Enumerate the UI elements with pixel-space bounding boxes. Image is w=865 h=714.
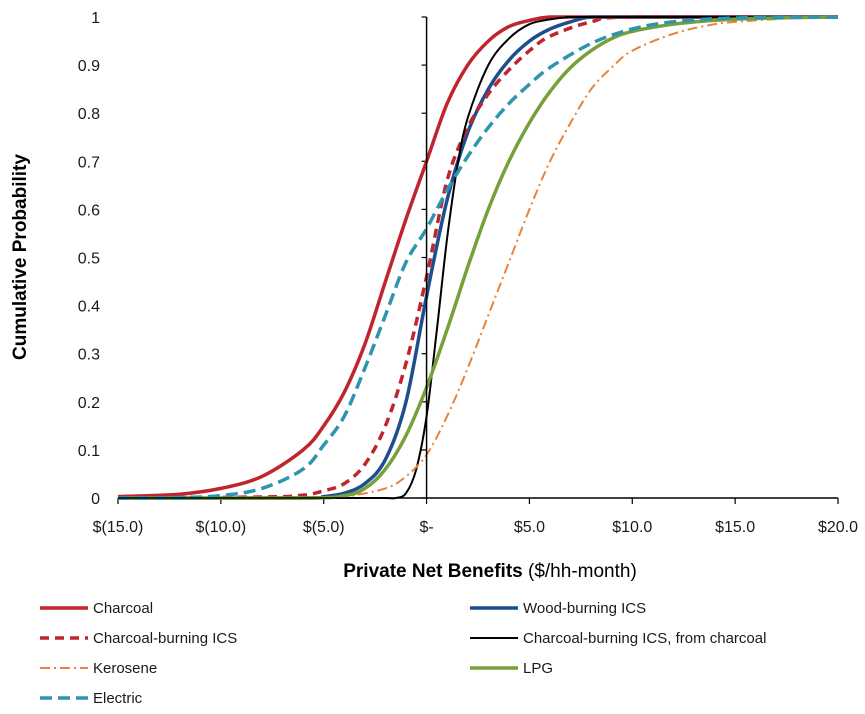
x-axis-ticks: $(15.0) $(10.0) $(5.0) $- $5.0 $10.0 $15.0 $20.… <box>93 498 858 536</box>
series-line-3 <box>118 15 838 500</box>
y-tick-label: 0.6 <box>78 202 100 219</box>
legend: Charcoal Wood-burning ICS Charcoal-burning… <box>40 600 766 707</box>
legend-item: Charcoal <box>40 600 153 617</box>
legend-item: Charcoal-burning ICS, from charcoal <box>470 630 766 647</box>
legend-label: Electric <box>93 690 143 707</box>
series-lines <box>117 15 839 500</box>
series-line-2 <box>117 15 838 500</box>
legend-label: Charcoal-burning ICS <box>93 630 237 647</box>
y-tick-label: 0.4 <box>78 299 100 316</box>
legend-label: Kerosene <box>93 660 157 677</box>
series-line-5 <box>117 15 839 500</box>
x-tick-label: $20.0 <box>818 519 858 536</box>
x-tick-label: $(10.0) <box>196 519 247 536</box>
x-tick-label: $10.0 <box>612 519 652 536</box>
legend-item: Charcoal-burning ICS <box>40 630 237 647</box>
x-tick-label: $5.0 <box>514 519 545 536</box>
y-tick-label: 0.3 <box>78 347 100 364</box>
y-tick-label: 1 <box>91 10 100 27</box>
legend-item: LPG <box>470 660 553 677</box>
y-tick-label: 0.5 <box>78 251 100 268</box>
y-axis-title: Cumulative Probability <box>10 154 31 360</box>
legend-item: Wood-burning ICS <box>470 600 646 617</box>
legend-label: Wood-burning ICS <box>523 600 646 617</box>
legend-item: Kerosene <box>40 660 157 677</box>
x-tick-label: $(15.0) <box>93 519 144 536</box>
legend-label: LPG <box>523 660 553 677</box>
y-tick-label: 0.9 <box>78 58 100 75</box>
y-tick-label: 0 <box>91 491 100 508</box>
x-tick-label: $(5.0) <box>303 519 345 536</box>
y-tick-label: 0.2 <box>78 395 100 412</box>
x-axis-title-bold: Private Net Benefits <box>343 561 523 582</box>
y-tick-label: 0.8 <box>78 106 100 123</box>
legend-label: Charcoal-burning ICS, from charcoal <box>523 630 766 647</box>
legend-label: Charcoal <box>93 600 153 617</box>
x-axis-title-units: ($/hh-month) <box>523 561 637 582</box>
series-line-4 <box>117 16 839 500</box>
series-line-6 <box>117 15 839 500</box>
y-axis-ticks: 0 0.1 0.2 0.3 0.4 0.5 0.6 0.7 0.8 0.9 1 <box>78 10 427 508</box>
x-axis-title: Private Net Benefits ($/hh-month) <box>343 561 637 582</box>
y-tick-label: 0.1 <box>78 443 100 460</box>
x-tick-label: $15.0 <box>715 519 755 536</box>
x-tick-label: $- <box>419 519 433 536</box>
series-line-0 <box>117 15 838 499</box>
y-tick-label: 0.7 <box>78 154 100 171</box>
legend-item: Electric <box>40 690 143 707</box>
